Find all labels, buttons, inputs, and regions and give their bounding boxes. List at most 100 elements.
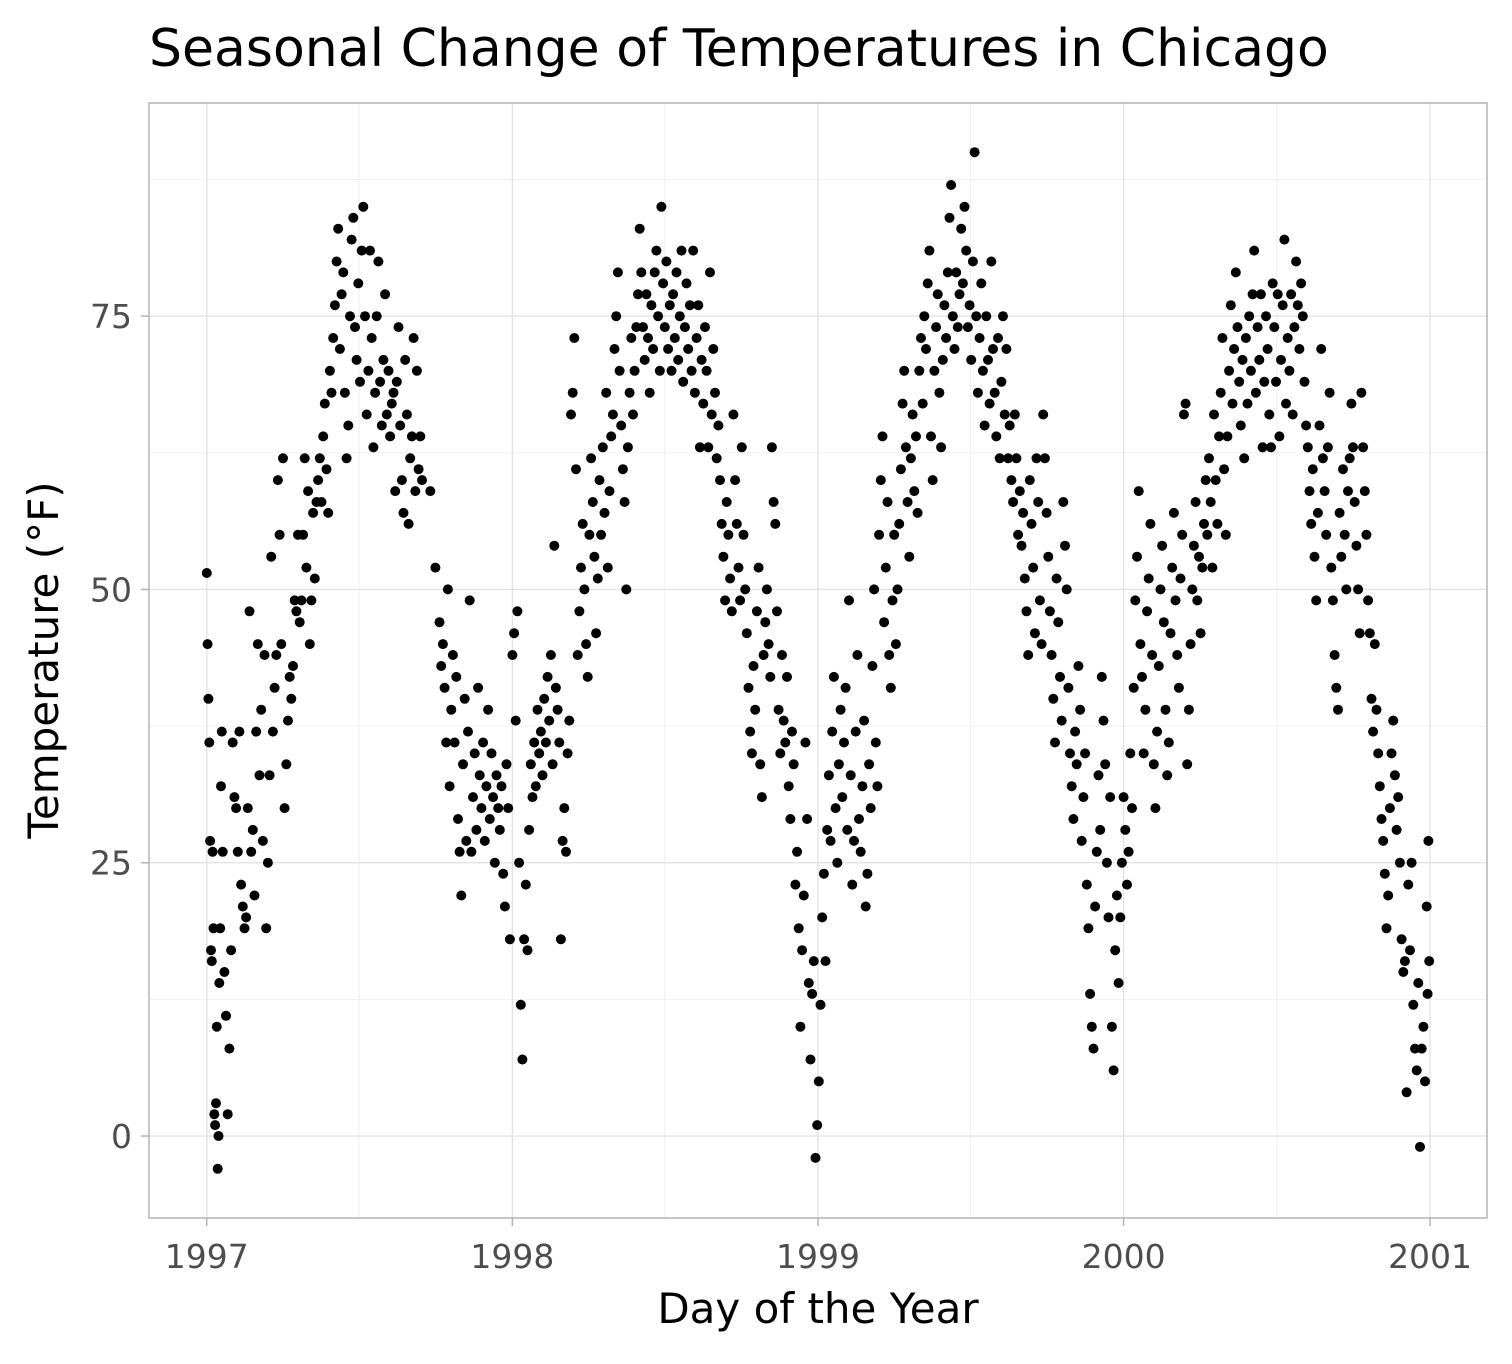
data-point (1085, 988, 1096, 999)
data-point (989, 387, 1000, 398)
data-point (401, 409, 412, 420)
data-point (927, 475, 938, 486)
data-point (649, 267, 660, 278)
data-point (279, 803, 290, 814)
data-point (1220, 529, 1231, 540)
data-point (1028, 562, 1039, 573)
data-point (1021, 606, 1032, 617)
data-point (1132, 551, 1142, 562)
data-point (252, 639, 263, 650)
data-point (542, 671, 553, 682)
data-point (1398, 967, 1409, 977)
data-point (544, 715, 555, 726)
data-point (1053, 617, 1064, 628)
data-point (441, 737, 452, 748)
data-point (1422, 988, 1433, 999)
data-point (566, 409, 576, 420)
data-point (830, 803, 841, 814)
data-point (936, 442, 947, 453)
data-point (576, 562, 586, 573)
data-point (1338, 464, 1348, 475)
data-point (562, 748, 573, 759)
data-point (1207, 562, 1218, 573)
data-point (654, 365, 665, 376)
data-point (552, 704, 563, 715)
data-point (1227, 398, 1238, 409)
data-point (679, 322, 690, 333)
data-point (691, 333, 702, 343)
data-point (1309, 551, 1320, 562)
data-point (1322, 442, 1333, 453)
data-point (251, 726, 262, 737)
data-point (209, 1109, 220, 1120)
data-point (942, 267, 953, 278)
data-point (1120, 824, 1131, 835)
data-point (216, 781, 226, 792)
data-point (1269, 322, 1280, 333)
data-point (636, 267, 647, 278)
data-point (813, 1076, 824, 1087)
data-point (532, 704, 543, 715)
data-point (845, 770, 856, 781)
data-point (1170, 595, 1181, 606)
data-point (288, 661, 298, 671)
data-point (932, 289, 943, 300)
data-point (1413, 978, 1424, 988)
data-point (939, 300, 950, 311)
data-point (897, 398, 908, 409)
data-point (683, 344, 694, 354)
data-point (1336, 551, 1347, 562)
data-point (758, 650, 769, 660)
data-point (267, 726, 278, 737)
x-tick-label: 2000 (1082, 1237, 1166, 1276)
data-point (1374, 781, 1385, 792)
data-point (1153, 661, 1164, 671)
data-point (545, 650, 556, 660)
data-point (885, 682, 896, 693)
data-point (909, 486, 920, 497)
data-point (368, 442, 379, 453)
data-point (1096, 671, 1107, 682)
data-point (715, 475, 725, 486)
data-point (524, 824, 535, 835)
data-point (1095, 824, 1106, 835)
x-tick-label: 2001 (1388, 1237, 1472, 1276)
data-point (483, 704, 494, 715)
data-point (587, 497, 598, 507)
data-point (698, 398, 709, 409)
data-point (1178, 409, 1189, 420)
data-point (1016, 540, 1027, 551)
data-point (1183, 704, 1194, 715)
data-point (447, 650, 458, 660)
data-point (1034, 595, 1045, 606)
data-point (870, 737, 881, 748)
chart-title: Seasonal Change of Temperatures in Chica… (149, 19, 1329, 79)
data-point (1232, 322, 1243, 333)
data-point (471, 824, 482, 835)
x-axis-label: Day of the Year (657, 1284, 979, 1333)
data-point (1188, 540, 1199, 551)
data-point (444, 781, 455, 792)
data-point (622, 442, 633, 453)
data-point (763, 639, 774, 650)
data-point (1351, 540, 1362, 551)
data-point (1043, 551, 1054, 562)
data-point (1383, 890, 1394, 901)
data-point (503, 803, 514, 814)
data-point (947, 311, 958, 322)
data-point (723, 529, 734, 540)
data-point (651, 245, 662, 256)
data-point (281, 759, 292, 770)
data-point (905, 453, 916, 464)
data-point (877, 431, 888, 442)
data-point (864, 759, 875, 770)
data-point (554, 737, 565, 748)
data-point (1056, 715, 1067, 726)
data-point (743, 682, 754, 693)
data-point (417, 475, 427, 486)
data-point (977, 365, 988, 376)
data-point (1261, 311, 1271, 322)
data-point (900, 442, 911, 453)
data-point (1066, 781, 1077, 792)
